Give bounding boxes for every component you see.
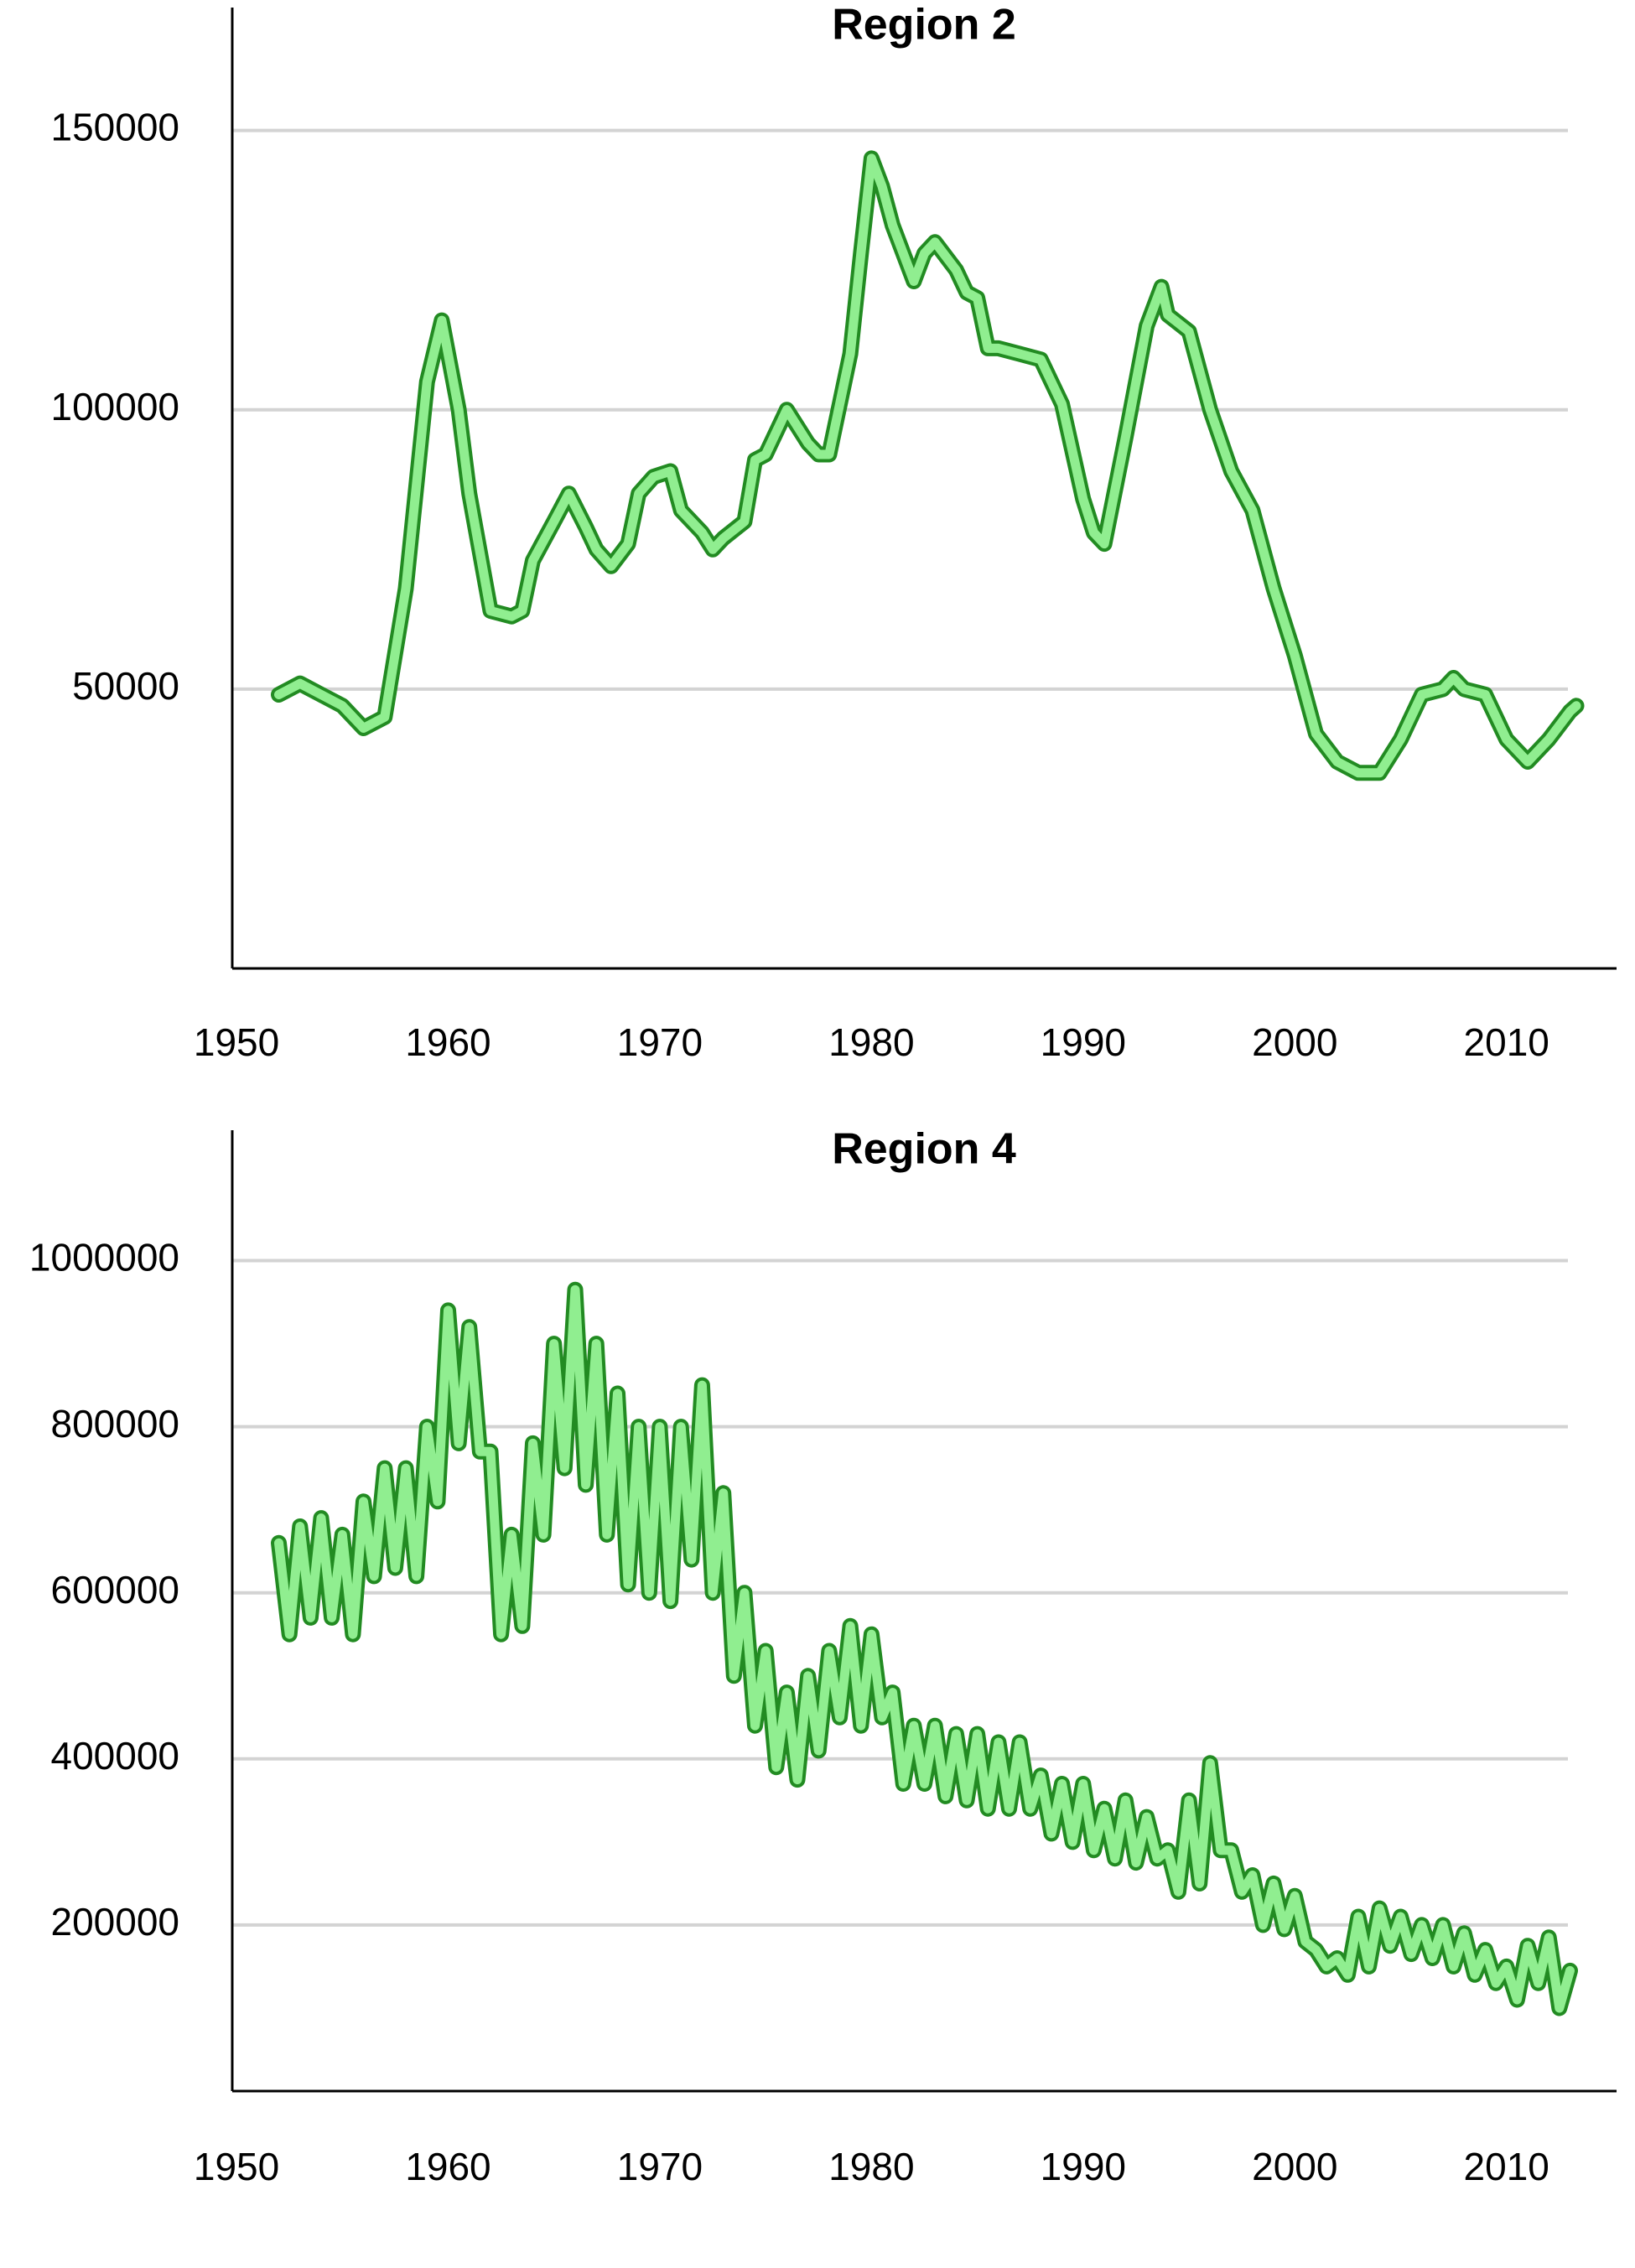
chart-title: Region 2	[832, 1, 1016, 49]
x-tick-label: 2000	[1252, 1020, 1337, 1064]
y-tick-label: 800000	[51, 1402, 180, 1445]
x-tick-label: 1950	[194, 1020, 279, 1064]
line	[274, 153, 1581, 778]
y-tick-label: 600000	[51, 1568, 180, 1611]
x-tick-label: 1990	[1041, 1020, 1126, 1064]
x-tick-label: 2000	[1252, 2145, 1337, 2188]
y-tick-label: 100000	[51, 385, 180, 428]
line	[274, 1285, 1575, 2013]
x-tick-label: 1960	[405, 2145, 490, 2188]
y-tick-label: 400000	[51, 1734, 180, 1778]
x-tick-label: 1950	[194, 2145, 279, 2188]
y-tick-label: 150000	[51, 106, 180, 149]
x-tick-label: 1970	[617, 1020, 703, 1064]
x-tick-label: 2010	[1464, 2145, 1549, 2188]
y-tick-label: 1000000	[29, 1236, 179, 1279]
y-tick-label: 200000	[51, 1900, 180, 1944]
x-tick-label: 1980	[828, 2145, 914, 2188]
x-tick-label: 1970	[617, 2145, 703, 2188]
y-tick-label: 50000	[72, 664, 179, 708]
x-tick-label: 2010	[1464, 1020, 1549, 1064]
x-tick-label: 1960	[405, 1020, 490, 1064]
chart-title: Region 4	[832, 1125, 1016, 1174]
x-tick-label: 1980	[828, 1020, 914, 1064]
x-tick-label: 1990	[1041, 2145, 1126, 2188]
